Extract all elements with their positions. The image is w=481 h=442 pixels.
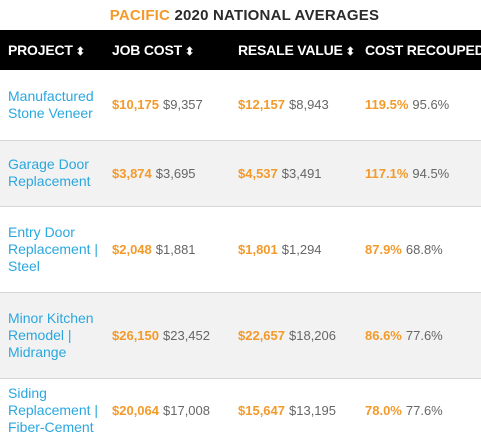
resale-cell: $12,157 $8,943 [230,70,357,140]
recouped-national: 95.6% [412,97,450,113]
resale-value: $1,801 [238,241,278,257]
resale-national: $8,943 [289,97,329,113]
recouped-national: 68.8% [405,241,443,257]
job-cost-cell: $2,048 $1,881 [104,206,230,292]
recouped-national: 77.6% [405,327,443,343]
recouped-cell: 86.6% 77.6% [357,292,481,378]
table-row: Garage Door Replacement $3,874 $3,695 $4,… [0,140,481,206]
job-cost-cell: $3,874 $3,695 [104,140,230,206]
recouped-cell: 119.5% 95.6% [357,70,481,140]
recouped-national: 94.5% [412,165,450,181]
resale-national: $13,195 [289,402,336,418]
resale-cell: $15,647 $13,195 [230,378,357,442]
job-cost-cell: $10,175 $9,357 [104,70,230,140]
resale-national: $3,491 [281,165,322,181]
job-cost-national: $23,452 [163,327,210,343]
resale-value: $4,537 [238,165,278,181]
job-cost-national: $17,008 [163,402,210,418]
recouped-value: 119.5% [365,97,409,113]
project-link[interactable]: Garage Door Replacement [8,156,91,189]
resale-value: $12,157 [238,97,285,113]
job-cost-value: $20,064 [112,402,159,418]
recouped-value: 87.9% [365,241,402,257]
sort-icon[interactable]: ⬍ [184,46,194,58]
header-resale-value-label: RESALE VALUE [238,42,343,58]
sort-icon[interactable]: ⬍ [345,46,355,58]
job-cost-cell: $20,064 $17,008 [104,378,230,442]
job-cost-value: $3,874 [112,165,152,181]
resale-cell: $4,537 $3,491 [230,140,357,206]
job-cost-national: $1,881 [155,241,196,257]
page-title: PACIFIC 2020 NATIONAL AVERAGES [0,0,481,30]
project-link[interactable]: Siding Replacement | Fiber-Cement [8,384,99,435]
recouped-cell: 87.9% 68.8% [357,206,481,292]
project-link[interactable]: Entry Door Replacement | Steel [8,223,99,274]
recouped-cell: 117.1% 94.5% [357,140,481,206]
resale-cell: $1,801 $1,294 [230,206,357,292]
project-link[interactable]: Manufactured Stone Veneer [8,87,94,121]
job-cost-national: $9,357 [163,97,203,113]
table-row: Manufactured Stone Veneer $10,175 $9,357 … [0,70,481,140]
header-project-label: PROJECT [8,42,73,58]
header-resale-value[interactable]: RESALE VALUE ⬍ [230,30,357,70]
recouped-value: 86.6% [365,327,402,343]
table-row: Entry Door Replacement | Steel $2,048 $1,… [0,206,481,292]
header-project[interactable]: PROJECT ⬍ [0,30,104,70]
job-cost-national: $3,695 [155,165,196,181]
header-job-cost[interactable]: JOB COST ⬍ [104,30,230,70]
header-cost-recouped[interactable]: COST RECOUPED⬍ [357,30,481,70]
job-cost-value: $10,175 [112,97,159,113]
job-cost-value: $2,048 [112,241,152,257]
recouped-value: 78.0% [365,402,402,418]
job-cost-cell: $26,150 $23,452 [104,292,230,378]
region-label: PACIFIC [109,7,171,24]
recouped-value: 117.1% [365,165,409,181]
sort-icon[interactable]: ⬍ [75,46,85,58]
cost-vs-value-table: PROJECT ⬍ JOB COST ⬍ RESALE VALUE ⬍ COST RE… [0,30,481,442]
recouped-cell: 78.0% 77.6% [357,378,481,442]
header-cost-recouped-label: COST RECOUPED [365,42,481,58]
header-row: PROJECT ⬍ JOB COST ⬍ RESALE VALUE ⬍ COST RE… [0,30,481,70]
table-row: Siding Replacement | Fiber-Cement $20,06… [0,378,481,442]
resale-value: $22,657 [238,327,285,343]
job-cost-value: $26,150 [112,327,159,343]
recouped-national: 77.6% [405,402,443,418]
project-link[interactable]: Minor Kitchen Remodel | Midrange [8,309,94,360]
title-text: 2020 NATIONAL AVERAGES [174,7,380,24]
resale-national: $18,206 [289,327,336,343]
resale-national: $1,294 [281,241,322,257]
resale-cell: $22,657 $18,206 [230,292,357,378]
resale-value: $15,647 [238,402,285,418]
header-job-cost-label: JOB COST [112,42,182,58]
table-row: Minor Kitchen Remodel | Midrange $26,150… [0,292,481,378]
